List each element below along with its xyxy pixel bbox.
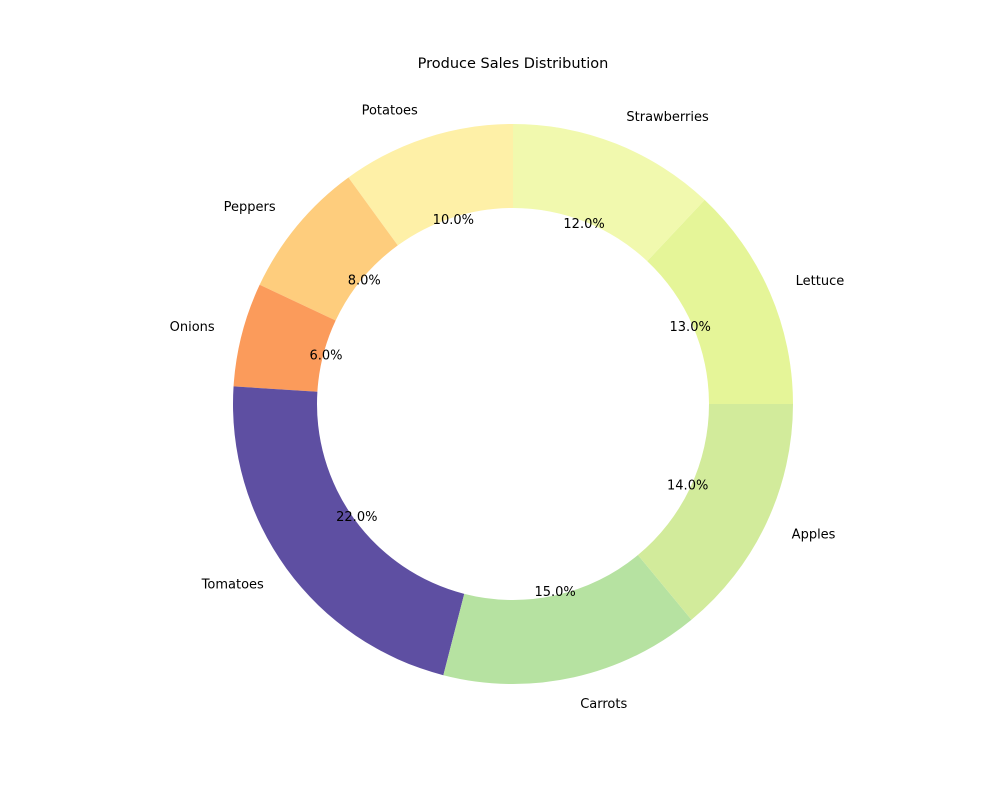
slice-tomatoes: [233, 386, 465, 676]
donut-slices: [233, 124, 794, 684]
label-onions: Onions: [170, 320, 215, 335]
label-apples: Apples: [792, 528, 836, 543]
slice-carrots: [443, 555, 692, 684]
percent-peppers: 8.0%: [348, 273, 381, 288]
percent-strawberries: 12.0%: [563, 217, 604, 232]
category-labels: Potatoes Peppers Onions Tomatoes Carrots Appl…: [170, 104, 845, 713]
label-strawberries: Strawberries: [626, 110, 709, 125]
percent-potatoes: 10.0%: [433, 213, 474, 228]
slice-onions: [233, 284, 336, 392]
percent-onions: 6.0%: [309, 348, 342, 363]
label-lettuce: Lettuce: [796, 274, 845, 289]
percent-labels: 10.0% 8.0% 6.0% 22.0% 15.0% 14.0% 13.0% 12.0%: [309, 213, 710, 600]
label-peppers: Peppers: [224, 200, 276, 215]
slice-apples: [637, 404, 793, 620]
label-carrots: Carrots: [580, 697, 627, 712]
slice-peppers: [259, 177, 398, 321]
percent-carrots: 15.0%: [534, 585, 575, 600]
label-potatoes: Potatoes: [362, 104, 418, 119]
slice-potatoes: [348, 124, 513, 246]
percent-tomatoes: 22.0%: [336, 510, 377, 525]
chart-title: Produce Sales Distribution: [418, 56, 609, 72]
slice-lettuce: [647, 199, 794, 404]
slice-strawberries: [513, 124, 705, 262]
percent-apples: 14.0%: [667, 479, 708, 494]
label-tomatoes: Tomatoes: [201, 578, 264, 593]
percent-lettuce: 13.0%: [670, 320, 711, 335]
